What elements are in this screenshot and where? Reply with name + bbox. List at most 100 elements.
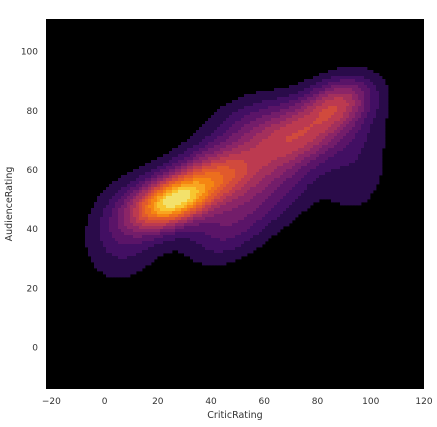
density-cell xyxy=(130,235,134,239)
density-cell xyxy=(316,145,320,149)
density-cell xyxy=(355,142,359,146)
density-cell xyxy=(346,124,350,128)
density-cell xyxy=(256,241,260,245)
density-cell xyxy=(106,238,110,242)
density-cell xyxy=(328,166,332,170)
density-cell xyxy=(193,166,197,170)
density-cell xyxy=(289,181,293,185)
density-cell xyxy=(202,220,206,224)
density-cell xyxy=(184,238,188,242)
density-cell xyxy=(214,196,218,200)
density-cell xyxy=(298,181,302,185)
density-cell xyxy=(103,265,107,269)
density-cell xyxy=(226,211,230,215)
density-cell xyxy=(235,235,239,239)
density-cell xyxy=(241,181,245,185)
density-cell xyxy=(199,220,203,224)
density-cell xyxy=(238,124,242,128)
density-cell xyxy=(379,103,383,107)
density-cell xyxy=(178,151,182,155)
density-cell xyxy=(214,247,218,251)
density-cell xyxy=(199,232,203,236)
density-cell xyxy=(286,187,290,191)
density-cell xyxy=(208,256,212,260)
density-cell xyxy=(379,106,383,110)
density-cell xyxy=(364,67,368,71)
density-cell xyxy=(112,232,116,236)
density-cell xyxy=(361,166,365,170)
density-cell xyxy=(205,211,209,215)
density-cell xyxy=(337,127,341,131)
density-cell xyxy=(283,139,287,143)
density-cell xyxy=(268,205,272,209)
density-cell xyxy=(244,217,248,221)
density-cell xyxy=(175,169,179,173)
density-cell xyxy=(316,127,320,131)
density-cell xyxy=(106,223,110,227)
density-cell xyxy=(259,142,263,146)
density-cell xyxy=(193,151,197,155)
density-cell xyxy=(379,85,383,89)
density-cell xyxy=(373,121,377,125)
density-cell xyxy=(232,145,236,149)
density-cell xyxy=(154,238,158,242)
density-cell xyxy=(313,181,317,185)
density-cell xyxy=(133,193,137,197)
density-cell xyxy=(208,133,212,137)
density-cell xyxy=(187,214,191,218)
density-cell xyxy=(199,256,203,260)
density-cell xyxy=(319,157,323,161)
density-cell xyxy=(259,106,263,110)
density-cell xyxy=(184,235,188,239)
density-cell xyxy=(106,235,110,239)
density-cell xyxy=(268,196,272,200)
density-cell xyxy=(103,271,107,275)
density-cell xyxy=(244,229,248,233)
density-cell xyxy=(337,151,341,155)
density-cell xyxy=(238,190,242,194)
density-cell xyxy=(250,160,254,164)
density-cell xyxy=(220,262,224,266)
density-cell xyxy=(283,193,287,197)
density-cell xyxy=(361,82,365,86)
density-cell xyxy=(112,262,116,266)
density-cell xyxy=(244,151,248,155)
density-cell xyxy=(349,130,353,134)
density-cell xyxy=(271,226,275,230)
density-cell xyxy=(274,124,278,128)
density-cell xyxy=(367,160,371,164)
density-cell xyxy=(256,244,260,248)
density-cell xyxy=(181,199,185,203)
density-cell xyxy=(223,199,227,203)
density-cell xyxy=(256,97,260,101)
density-cell xyxy=(268,106,272,110)
density-cell xyxy=(247,127,251,131)
density-cell xyxy=(250,199,254,203)
density-cell xyxy=(190,247,194,251)
density-cell xyxy=(157,187,161,191)
density-cell xyxy=(367,94,371,98)
density-cell xyxy=(190,136,194,140)
density-cell xyxy=(283,109,287,113)
density-cell xyxy=(190,196,194,200)
density-cell xyxy=(250,223,254,227)
density-cell xyxy=(268,169,272,173)
density-cell xyxy=(229,178,233,182)
density-cell xyxy=(313,88,317,92)
density-cell xyxy=(316,124,320,128)
density-cell xyxy=(241,244,245,248)
density-cell xyxy=(103,226,107,230)
density-cell xyxy=(301,151,305,155)
density-cell xyxy=(289,115,293,119)
density-cell xyxy=(379,151,383,155)
density-cell xyxy=(367,127,371,131)
density-cell xyxy=(271,172,275,176)
density-cell xyxy=(202,211,206,215)
density-cell xyxy=(238,151,242,155)
density-cell xyxy=(373,82,377,86)
density-cell xyxy=(304,79,308,83)
density-cell xyxy=(310,91,314,95)
density-cell xyxy=(130,262,134,266)
density-cell xyxy=(208,262,212,266)
density-cell xyxy=(142,247,146,251)
